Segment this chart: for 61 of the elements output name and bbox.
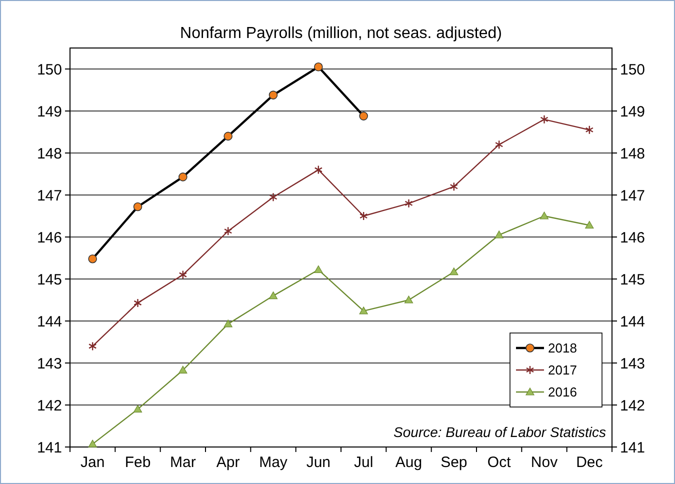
legend-label: 2017 <box>548 362 577 378</box>
point <box>540 114 548 124</box>
x-tick-label: Jun <box>306 454 331 471</box>
y-tick-label: 146 <box>36 229 62 246</box>
y2-tick-label: 143 <box>620 355 646 372</box>
point <box>450 268 458 276</box>
y-tick-label: 147 <box>36 187 62 204</box>
point <box>88 440 97 448</box>
x-tick-label: Feb <box>124 454 151 471</box>
annotation: Source: Bureau of Labor Statistics <box>394 424 606 440</box>
y-tick-label: 144 <box>36 313 62 330</box>
point <box>134 298 142 308</box>
point <box>224 320 232 328</box>
point <box>133 404 142 412</box>
y-tick-label: 145 <box>36 271 62 288</box>
y2-tick-label: 145 <box>620 271 646 288</box>
point <box>314 165 323 174</box>
point <box>178 366 188 374</box>
y-tick-label: 148 <box>36 145 62 162</box>
y-tick-label: 150 <box>36 61 62 78</box>
y2-tick-label: 141 <box>620 439 646 456</box>
point <box>404 198 413 208</box>
x-tick-label: Mar <box>170 454 196 471</box>
y2-tick-label: 142 <box>620 397 646 414</box>
point <box>494 140 504 150</box>
x-tick-label: Apr <box>216 454 240 471</box>
legend-label: 2018 <box>548 340 577 356</box>
point <box>494 230 504 238</box>
point <box>359 306 368 314</box>
point <box>585 125 594 134</box>
x-tick-label: Aug <box>395 454 422 471</box>
x-tick-label: Nov <box>530 454 558 471</box>
y2-tick-label: 147 <box>620 187 646 204</box>
point <box>268 292 278 300</box>
y2-tick-label: 148 <box>620 145 646 162</box>
x-tick-label: Jan <box>80 454 105 471</box>
point <box>224 226 232 236</box>
legend-label: 2016 <box>548 384 577 400</box>
point <box>269 192 278 202</box>
x-tick-label: Jul <box>354 454 374 471</box>
point <box>88 342 97 351</box>
point <box>404 296 414 304</box>
point <box>359 211 368 221</box>
y-tick-label: 143 <box>36 355 62 372</box>
y2-tick-label: 144 <box>620 313 646 330</box>
point <box>314 265 323 274</box>
point <box>540 212 549 220</box>
y2-tick-label: 150 <box>620 61 646 78</box>
x-tick-label: Oct <box>487 454 512 471</box>
x-tick-label: May <box>259 454 288 471</box>
y-tick-label: 142 <box>36 397 62 414</box>
point <box>585 220 594 229</box>
point <box>450 182 458 192</box>
y-tick-label: 141 <box>36 439 62 456</box>
x-tick-label: Dec <box>576 454 604 471</box>
y-tick-label: 149 <box>36 103 62 120</box>
chart-title: Nonfarm Payrolls (million, not seas. adjusted) <box>180 25 502 42</box>
point <box>178 270 188 280</box>
y2-tick-label: 149 <box>620 103 646 120</box>
y2-tick-label: 146 <box>620 229 646 246</box>
x-tick-label: Sep <box>440 454 468 471</box>
